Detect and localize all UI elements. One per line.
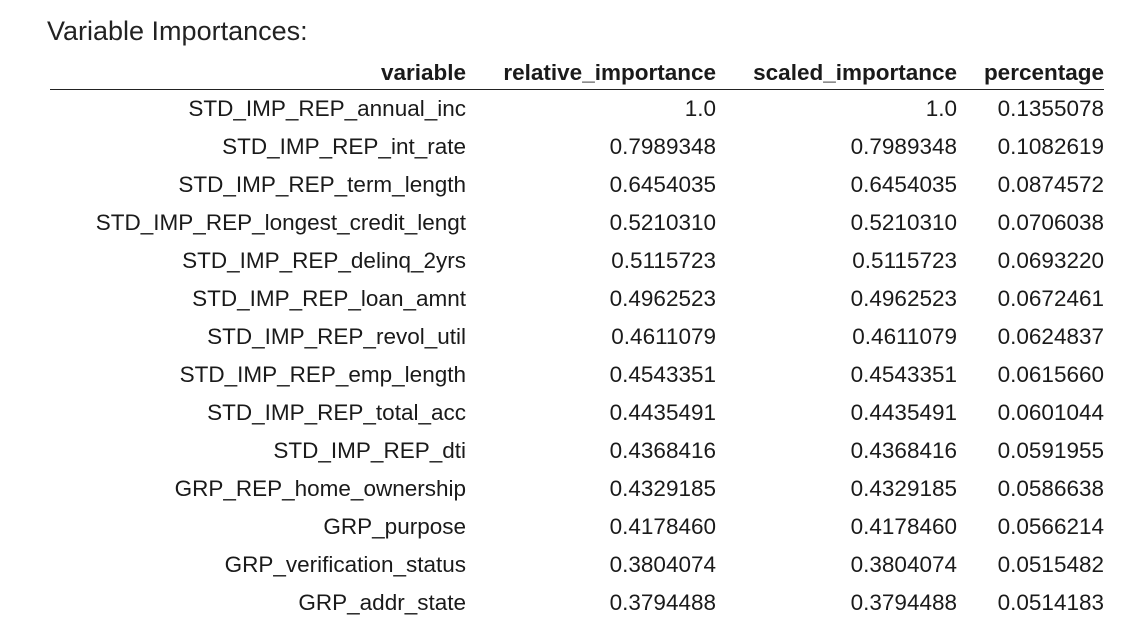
relative-importance-cell: 0.7989348	[609, 134, 716, 159]
table-row: GRP_REP_home_ownership 0.4329185 0.43291…	[50, 470, 1104, 508]
table-row: GRP_purpose 0.4178460 0.4178460 0.056621…	[50, 508, 1104, 546]
table-row: STD_IMP_REP_loan_amnt 0.4962523 0.496252…	[50, 280, 1104, 318]
relative-importance-cell: 0.3794488	[609, 590, 716, 615]
table-row: STD_IMP_REP_revol_util 0.4611079 0.46110…	[50, 318, 1104, 356]
percentage-cell: 0.0672461	[997, 286, 1104, 311]
variable-cell: STD_IMP_REP_emp_length	[179, 362, 466, 387]
variable-cell: STD_IMP_REP_total_acc	[207, 400, 466, 425]
column-header-relative-importance: relative_importance	[466, 57, 716, 90]
relative-importance-cell: 0.4435491	[609, 400, 716, 425]
column-header-scaled-importance: scaled_importance	[716, 57, 957, 90]
variable-cell: STD_IMP_REP_dti	[273, 438, 466, 463]
variable-importances-table: variable relative_importance scaled_impo…	[50, 57, 1104, 622]
scaled-importance-cell: 1.0	[925, 96, 957, 121]
table-row: STD_IMP_REP_int_rate 0.7989348 0.7989348…	[50, 128, 1104, 166]
scaled-importance-cell: 0.4962523	[850, 286, 957, 311]
variable-cell: STD_IMP_REP_int_rate	[222, 134, 466, 159]
scaled-importance-cell: 0.3804074	[850, 552, 957, 577]
scaled-importance-cell: 0.6454035	[850, 172, 957, 197]
percentage-cell: 0.1082619	[997, 134, 1104, 159]
percentage-cell: 0.0624837	[997, 324, 1104, 349]
percentage-cell: 0.0706038	[997, 210, 1104, 235]
relative-importance-cell: 0.3804074	[609, 552, 716, 577]
table-row: STD_IMP_REP_total_acc 0.4435491 0.443549…	[50, 394, 1104, 432]
table-row: GRP_verification_status 0.3804074 0.3804…	[50, 546, 1104, 584]
variable-cell: GRP_REP_home_ownership	[174, 476, 466, 501]
scaled-importance-cell: 0.4368416	[850, 438, 957, 463]
scaled-importance-cell: 0.4435491	[850, 400, 957, 425]
variable-cell: GRP_addr_state	[298, 590, 466, 615]
variable-cell: STD_IMP_REP_revol_util	[207, 324, 466, 349]
percentage-cell: 0.0515482	[997, 552, 1104, 577]
scaled-importance-cell: 0.5115723	[852, 248, 957, 273]
relative-importance-cell: 0.4329185	[609, 476, 716, 501]
table-row: STD_IMP_REP_emp_length 0.4543351 0.45433…	[50, 356, 1104, 394]
variable-cell: STD_IMP_REP_longest_credit_lengt	[95, 210, 466, 235]
relative-importance-cell: 0.5115723	[611, 248, 716, 273]
relative-importance-cell: 0.4368416	[609, 438, 716, 463]
variable-cell: STD_IMP_REP_term_length	[178, 172, 466, 197]
page-title: Variable Importances:	[47, 16, 308, 46]
table-row: STD_IMP_REP_delinq_2yrs 0.5115723 0.5115…	[50, 242, 1104, 280]
table-row: STD_IMP_REP_longest_credit_lengt 0.52103…	[50, 204, 1104, 242]
variable-cell: GRP_purpose	[323, 514, 466, 539]
table-row: STD_IMP_REP_dti 0.4368416 0.4368416 0.05…	[50, 432, 1104, 470]
percentage-cell: 0.0693220	[997, 248, 1104, 273]
scaled-importance-cell: 0.4329185	[850, 476, 957, 501]
scaled-importance-cell: 0.5210310	[850, 210, 957, 235]
percentage-cell: 0.0566214	[997, 514, 1104, 539]
table-row: GRP_addr_state 0.3794488 0.3794488 0.051…	[50, 584, 1104, 622]
percentage-cell: 0.0586638	[997, 476, 1104, 501]
percentage-cell: 0.0615660	[997, 362, 1104, 387]
column-header-variable: variable	[50, 57, 466, 90]
percentage-cell: 0.0874572	[997, 172, 1104, 197]
relative-importance-cell: 1.0	[684, 96, 716, 121]
scaled-importance-cell: 0.7989348	[850, 134, 957, 159]
relative-importance-cell: 0.6454035	[609, 172, 716, 197]
percentage-cell: 0.1355078	[997, 96, 1104, 121]
scaled-importance-cell: 0.3794488	[850, 590, 957, 615]
table-header-row: variable relative_importance scaled_impo…	[50, 57, 1104, 90]
relative-importance-cell: 0.4962523	[609, 286, 716, 311]
table-row: STD_IMP_REP_annual_inc 1.0 1.0 0.1355078	[50, 90, 1104, 129]
scaled-importance-cell: 0.4543351	[850, 362, 957, 387]
variable-cell: STD_IMP_REP_annual_inc	[188, 96, 466, 121]
scaled-importance-cell: 0.4178460	[850, 514, 957, 539]
variable-cell: STD_IMP_REP_loan_amnt	[192, 286, 466, 311]
relative-importance-cell: 0.4178460	[609, 514, 716, 539]
relative-importance-cell: 0.5210310	[609, 210, 716, 235]
variable-cell: GRP_verification_status	[224, 552, 466, 577]
scaled-importance-cell: 0.4611079	[852, 324, 957, 349]
percentage-cell: 0.0514183	[997, 590, 1104, 615]
percentage-cell: 0.0601044	[997, 400, 1104, 425]
table-row: STD_IMP_REP_term_length 0.6454035 0.6454…	[50, 166, 1104, 204]
variable-cell: STD_IMP_REP_delinq_2yrs	[182, 248, 466, 273]
percentage-cell: 0.0591955	[997, 438, 1104, 463]
relative-importance-cell: 0.4611079	[611, 324, 716, 349]
relative-importance-cell: 0.4543351	[609, 362, 716, 387]
column-header-percentage: percentage	[957, 57, 1104, 90]
